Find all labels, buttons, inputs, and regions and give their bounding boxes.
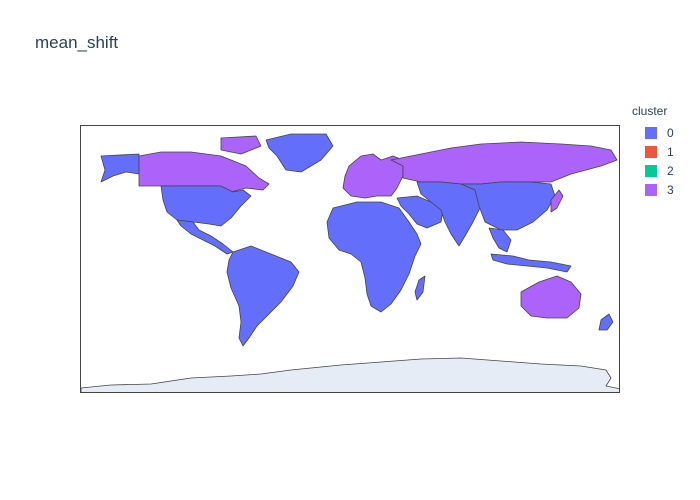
country-russia[interactable]	[390, 141, 618, 185]
legend-swatch-0	[645, 126, 657, 139]
region-indonesia[interactable]	[490, 253, 572, 273]
legend-swatch-1	[645, 145, 657, 158]
legend-label-2: 2	[667, 163, 674, 178]
country-new-zealand[interactable]	[598, 313, 614, 331]
legend: cluster 0 1 2 3	[632, 104, 674, 199]
country-alaska[interactable]	[100, 153, 140, 183]
country-madagascar[interactable]	[414, 275, 426, 301]
legend-label-1: 1	[667, 144, 674, 159]
antarctica	[81, 357, 619, 392]
country-usa[interactable]	[160, 185, 252, 227]
legend-item-3[interactable]: 3	[632, 180, 674, 199]
country-japan[interactable]	[550, 189, 564, 213]
legend-label-3: 3	[667, 182, 674, 197]
continent-south-america[interactable]	[226, 245, 300, 347]
country-mexico-central-america[interactable]	[176, 219, 234, 255]
legend-title: cluster	[632, 104, 668, 118]
legend-item-2[interactable]: 2	[632, 161, 674, 180]
country-canada-islands[interactable]	[220, 135, 262, 155]
world-map[interactable]	[80, 125, 620, 393]
country-greenland[interactable]	[265, 133, 334, 173]
map-svg	[81, 133, 619, 392]
region-middle-east[interactable]	[396, 195, 444, 229]
legend-item-0[interactable]: 0	[632, 123, 674, 142]
continent-africa[interactable]	[326, 201, 422, 313]
legend-swatch-2	[645, 164, 657, 177]
country-australia[interactable]	[520, 275, 582, 319]
legend-swatch-3	[645, 183, 657, 196]
region-southeast-asia[interactable]	[488, 227, 512, 253]
continent-europe[interactable]	[342, 153, 404, 199]
chart-title: mean_shift	[35, 33, 119, 52]
region-china-east-asia[interactable]	[460, 181, 556, 231]
legend-item-1[interactable]: 1	[632, 142, 674, 161]
legend-label-0: 0	[667, 125, 674, 140]
